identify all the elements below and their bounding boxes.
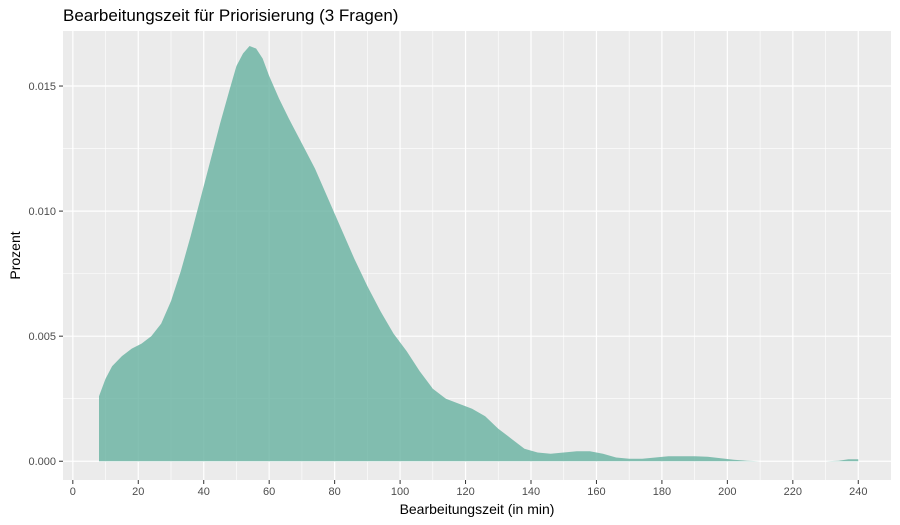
y-tick-label: 0.000 [28,456,56,468]
x-tick-label: 0 [70,486,76,498]
x-tick-label: 240 [849,486,867,498]
y-tick-label: 0.010 [28,206,56,218]
y-axis-title: Prozent [7,231,23,279]
x-tick-label: 180 [653,486,671,498]
x-tick-label: 220 [784,486,802,498]
x-axis-title: Bearbeitungszeit (in min) [400,501,555,517]
x-tick-label: 100 [391,486,409,498]
x-tick-label: 40 [198,486,210,498]
x-tick-label: 120 [456,486,474,498]
chart-title: Bearbeitungszeit für Priorisierung (3 Fr… [63,6,399,25]
x-tick-label: 20 [132,486,144,498]
y-axis: 0.000 0.005 0.010 0.015 [28,81,63,468]
x-tick-label: 200 [718,486,736,498]
x-tick-label: 60 [263,486,275,498]
x-tick-label: 160 [587,486,605,498]
y-tick-label: 0.005 [28,331,56,343]
y-tick-label: 0.015 [28,81,56,93]
minor-grid [63,31,891,480]
x-tick-label: 140 [522,486,540,498]
x-tick-label: 80 [329,486,341,498]
x-axis: 0 20 40 60 80 100 120 140 160 180 200 220 240 [70,480,867,498]
density-area [99,46,859,462]
